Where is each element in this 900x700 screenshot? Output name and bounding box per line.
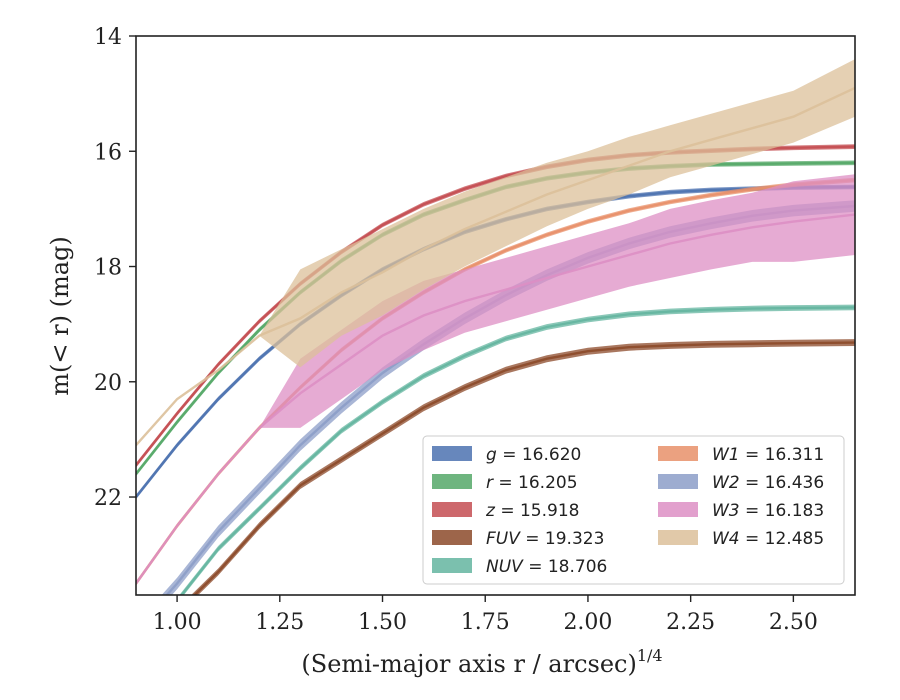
legend-label-r: r = 16.205: [486, 473, 578, 493]
legend-label-w4: W4 = 12.485: [712, 529, 824, 549]
x-axis-title: (Semi-major axis r / arcsec)1/4: [301, 646, 662, 678]
y-tick-label: 18: [94, 256, 122, 281]
x-axis: 1.00 1.25 1.50 1.75 2.00 2.25 2.50: [153, 595, 818, 635]
legend-label-z: z = 15.918: [485, 501, 579, 521]
series-line-nuv: [180, 306, 855, 595]
legend: g = 16.620 r = 16.205 z = 15.918 FUV = 19.3…: [422, 435, 845, 585]
legend-frame: [422, 435, 845, 585]
legend-label-w1: W1 = 16.311: [712, 445, 824, 465]
series-band-w3: [136, 174, 855, 584]
plot-frame: [135, 35, 856, 596]
x-tick-label: 2.00: [563, 610, 612, 635]
legend-label-w3: W3 = 16.183: [712, 501, 824, 521]
legend-swatch-nuv: [432, 558, 472, 573]
legend-swatch-fuv: [432, 530, 472, 545]
legend-swatch-w4: [658, 530, 698, 545]
legend-label-g: g = 16.620: [486, 445, 581, 465]
series-line-fuv: [192, 341, 855, 595]
legend-label-w2: W2 = 16.436: [712, 473, 824, 493]
legend-swatch-z: [432, 502, 472, 517]
x-tick-label: 2.25: [666, 610, 715, 635]
y-tick-label: 16: [94, 140, 122, 165]
x-tick-label: 1.00: [153, 610, 202, 635]
legend-label-nuv: NUV = 18.706: [486, 557, 607, 577]
x-tick-label: 2.50: [769, 610, 818, 635]
x-tick-label: 1.25: [255, 610, 304, 635]
legend-swatch-r: [432, 474, 472, 489]
series-line-w3: [136, 213, 855, 585]
x-axis-title-exponent: 1/4: [637, 646, 663, 665]
x-tick-label: 1.50: [358, 610, 407, 635]
legend-label-fuv: FUV = 19.323: [486, 529, 604, 549]
legend-swatch-w1: [658, 446, 698, 461]
y-axis-title: m(< r) (mag): [46, 236, 74, 395]
y-tick-label: 14: [94, 25, 122, 50]
x-tick-label: 1.75: [461, 610, 510, 635]
legend-swatch-w2: [658, 474, 698, 489]
legend-swatch-w3: [658, 502, 698, 517]
y-tick-label: 20: [94, 371, 122, 396]
series-layer: [136, 59, 855, 595]
y-tick-label: 22: [94, 486, 122, 511]
series-line-w4: [136, 86, 855, 446]
y-axis: 14 16 18 20 22: [94, 25, 136, 511]
legend-swatch-g: [432, 446, 472, 461]
series-band-w4: [136, 59, 855, 446]
